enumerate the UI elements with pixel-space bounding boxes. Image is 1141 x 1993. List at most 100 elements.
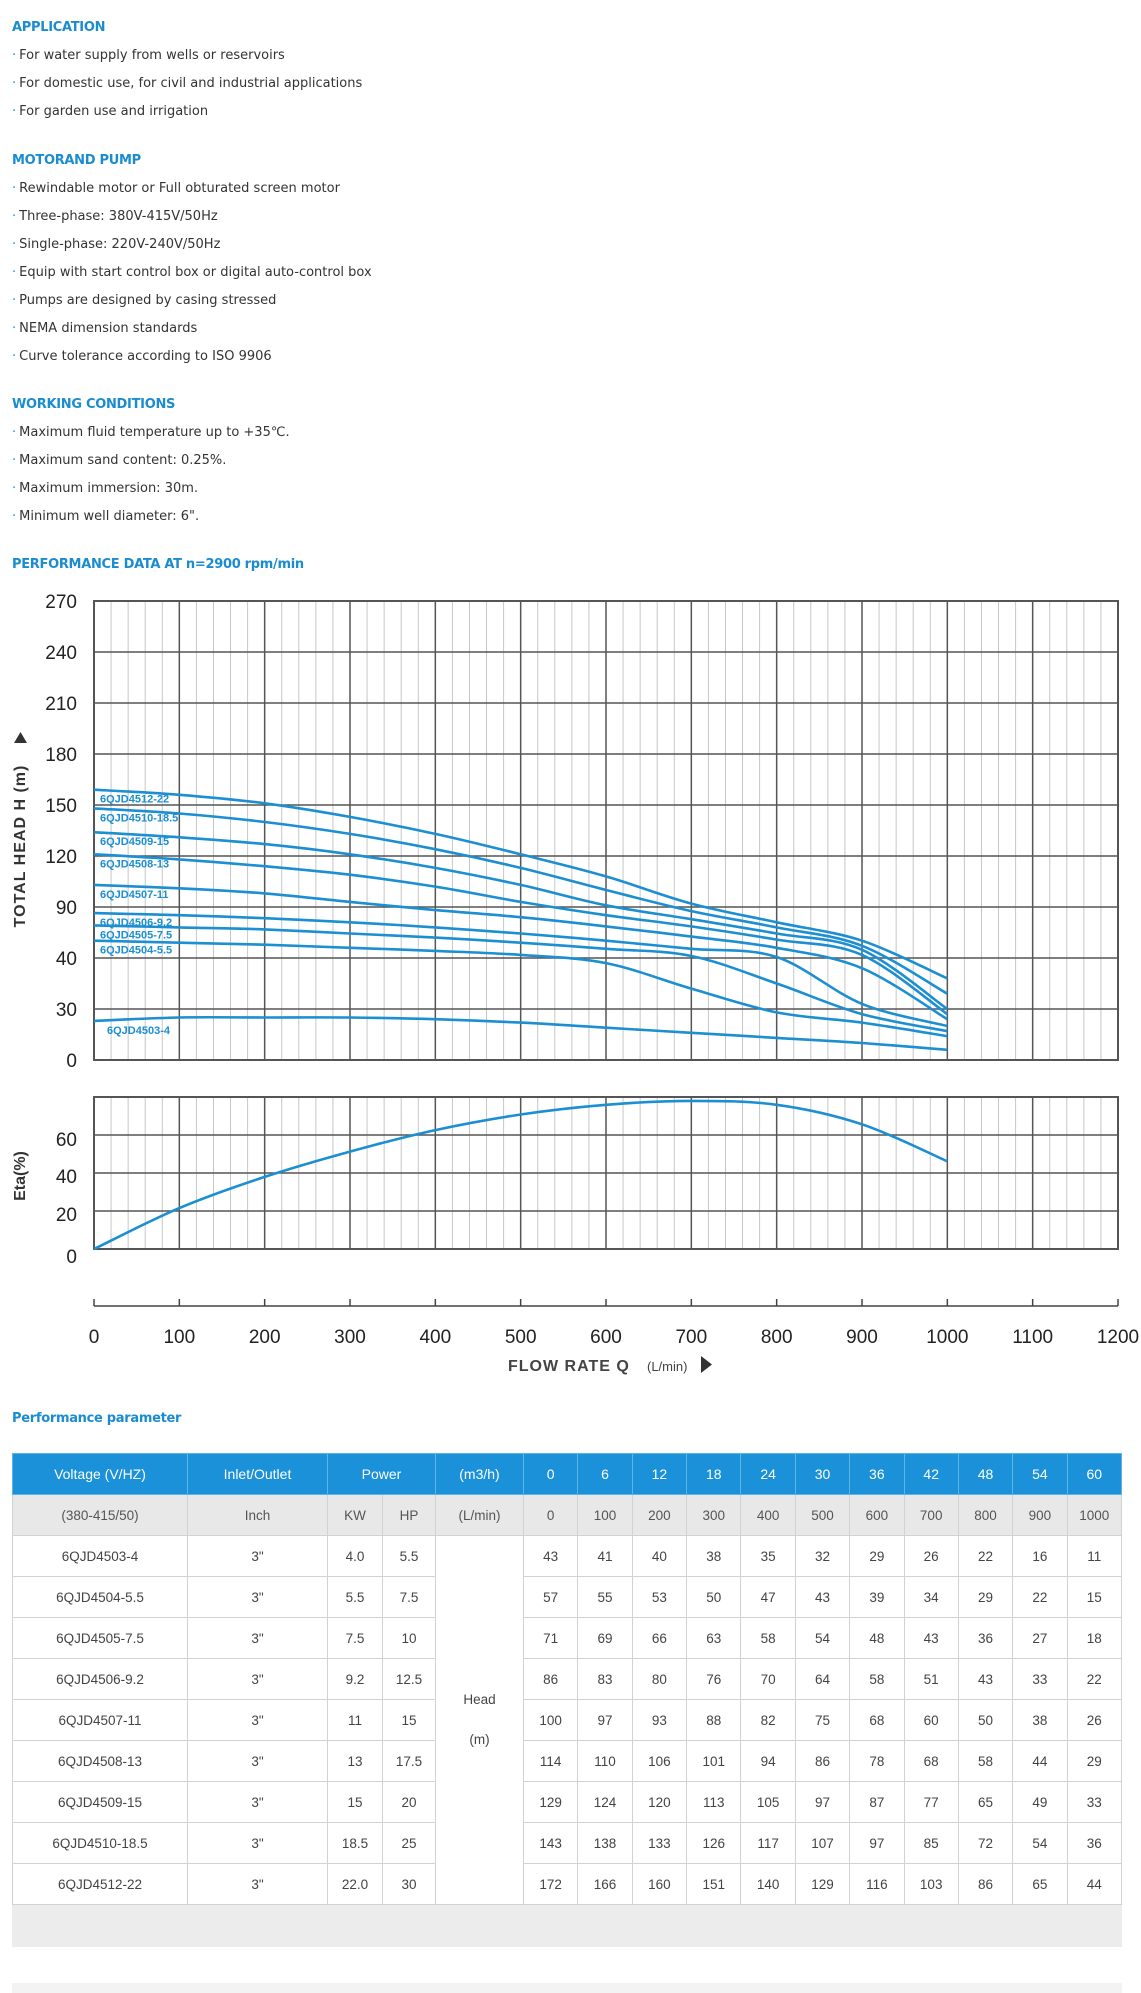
y-axis-title: TOTAL HEAD H (m): [12, 765, 29, 928]
table-cell-inlet: 3": [187, 1576, 328, 1618]
table-cell-head: 129: [522, 1781, 579, 1823]
motor-item: · Curve tolerance according to ISO 9906: [12, 349, 272, 364]
table-cell-hp: 30: [382, 1863, 436, 1905]
series-label: 6QJD4507-11: [100, 889, 169, 901]
table-subheader-row: (380-415/50) Inch KW HP (L/min) 0 100 200 300 400…: [12, 1494, 1123, 1536]
table-cell-head: 82: [740, 1699, 796, 1741]
head-unit-cell: Head (m): [435, 1535, 524, 1905]
table-cell-head: 63: [686, 1617, 742, 1659]
table-cell-head: 65: [1012, 1863, 1068, 1905]
table-cell-model: 6QJD4507-11: [12, 1699, 188, 1741]
head-curve-6QJD4508-13: [93, 853, 949, 1016]
table-row: 6QJD4512-22 3" 22.0 30 172 166 160 151 140 129 116…: [12, 1863, 1123, 1905]
table-cell-inlet: 3": [187, 1740, 328, 1782]
table-subheader-cell: HP: [382, 1494, 436, 1536]
application-item: · For garden use and irrigation: [12, 104, 209, 119]
table-cell-head: 97: [577, 1699, 633, 1741]
table-cell-head: 22: [1012, 1576, 1068, 1618]
table-cell-head: 107: [794, 1822, 851, 1864]
table-subheader-cell: 600: [849, 1494, 905, 1536]
x-axis-arrow-icon: [701, 1356, 712, 1373]
table-cell-head: 68: [903, 1740, 959, 1782]
table-cell-hp: 7.5: [382, 1576, 436, 1618]
table-cell-head: 71: [522, 1617, 579, 1659]
table-cell-head: 143: [522, 1822, 579, 1864]
series-label: 6QJD4508-13: [100, 858, 169, 870]
table-cell-head: 64: [794, 1658, 851, 1700]
table-header-cell: 12: [631, 1453, 688, 1495]
table-subheader-cell: 700: [903, 1494, 959, 1536]
flow-axis: 0 100 200 300 400 500 600 700 800 900 1000 1100 1200…: [89, 1299, 1139, 1375]
table-cell-head: 65: [957, 1781, 1014, 1823]
table-cell-head: 101: [686, 1740, 742, 1782]
eta-curve: [93, 1099, 948, 1251]
motor-item: · Single-phase: 220V-240V/50Hz: [12, 237, 221, 252]
table-cell-head: 80: [631, 1658, 688, 1700]
table-header-cell: 30: [794, 1453, 851, 1495]
series-label: 6QJD4510-18.5: [100, 812, 178, 824]
head-label: Head: [463, 1692, 496, 1707]
table-cell-head: 41: [577, 1535, 633, 1577]
table-cell-kw: 7.5: [327, 1617, 383, 1659]
motor-title: MOTORAND PUMP: [12, 153, 141, 168]
head-curve-6QJD4503-4: [93, 1015, 948, 1052]
table-cell-head: 110: [577, 1740, 633, 1782]
table-row: 6QJD4508-13 3" 13 17.5 114 110 106 101 94 86 78 68 5…: [12, 1740, 1123, 1782]
eta-tick-label: 20: [56, 1205, 77, 1226]
table-cell-head: 54: [1012, 1822, 1068, 1864]
table-cell-head: 86: [794, 1740, 851, 1782]
table-header-cell: 36: [849, 1453, 905, 1495]
table-cell-head: 43: [957, 1658, 1014, 1700]
table-subheader-cell: 0: [522, 1494, 579, 1536]
y-tick-label: 0: [66, 1051, 77, 1072]
table-cell-head: 18: [1066, 1617, 1123, 1659]
table-cell-model: 6QJD4503-4: [12, 1535, 188, 1577]
y-tick-label: 90: [56, 898, 77, 919]
y-tick-label: 240: [45, 643, 77, 664]
table-cell-head: 69: [577, 1617, 633, 1659]
table-cell-head: 43: [903, 1617, 959, 1659]
table-cell-head: 55: [577, 1576, 633, 1618]
table-cell-head: 34: [903, 1576, 959, 1618]
table-subheader-cell: 1000: [1066, 1494, 1123, 1536]
table-cell-hp: 12.5: [382, 1658, 436, 1700]
table-cell-head: 172: [522, 1863, 579, 1905]
table-cell-head: 87: [849, 1781, 905, 1823]
table-cell-kw: 15: [327, 1781, 383, 1823]
table-cell-head: 50: [957, 1699, 1014, 1741]
head-curve-6QJD4506-9.2: [93, 911, 948, 1028]
table-cell-head: 47: [740, 1576, 796, 1618]
table-cell-head: 29: [849, 1535, 905, 1577]
table-cell-head: 78: [849, 1740, 905, 1782]
table-header-cell: 0: [522, 1453, 579, 1495]
head-curve-6QJD4507-11: [93, 883, 948, 1021]
table-cell-head: 16: [1012, 1535, 1068, 1577]
performance-table: Voltage (V/HZ) Inlet/Outlet Power (m3/h) 0 6 1…: [12, 1453, 1123, 1905]
condition-item: · Maximum sand content: 0.25%.: [12, 453, 227, 468]
table-header-cell: Voltage (V/HZ): [12, 1453, 188, 1495]
table-cell-head: 33: [1066, 1781, 1123, 1823]
table-cell-kw: 5.5: [327, 1576, 383, 1618]
x-tick-label: 500: [505, 1327, 537, 1348]
table-cell-hp: 10: [382, 1617, 436, 1659]
table-header-cell: 18: [686, 1453, 742, 1495]
eta-tick-label: 40: [56, 1167, 77, 1188]
table-cell-head: 88: [686, 1699, 742, 1741]
table-cell-hp: 5.5: [382, 1535, 436, 1577]
table-header-cell: 6: [577, 1453, 633, 1495]
table-cell-head: 116: [849, 1863, 905, 1905]
conditions-title: WORKING CONDITIONS: [12, 397, 176, 412]
head-curve-6QJD4512-22: [93, 788, 948, 980]
table-cell-hp: 25: [382, 1822, 436, 1864]
table-cell-head: 77: [903, 1781, 959, 1823]
eta-tick-label: 60: [56, 1130, 77, 1151]
table-cell-head: 124: [577, 1781, 633, 1823]
table-subheader-cell: 500: [794, 1494, 851, 1536]
head-chart: 270 240 210 180 150 120 90 40 30 0 TOTAL HEAD H (m…: [12, 592, 1119, 1072]
table-cell-head: 140: [740, 1863, 796, 1905]
table-header-cell: Power: [327, 1453, 436, 1495]
table-cell-kw: 18.5: [327, 1822, 383, 1864]
table-cell-model: 6QJD4504-5.5: [12, 1576, 188, 1618]
table-cell-head: 120: [631, 1781, 688, 1823]
head-curve-6QJD4504-5.5: [93, 939, 948, 1038]
